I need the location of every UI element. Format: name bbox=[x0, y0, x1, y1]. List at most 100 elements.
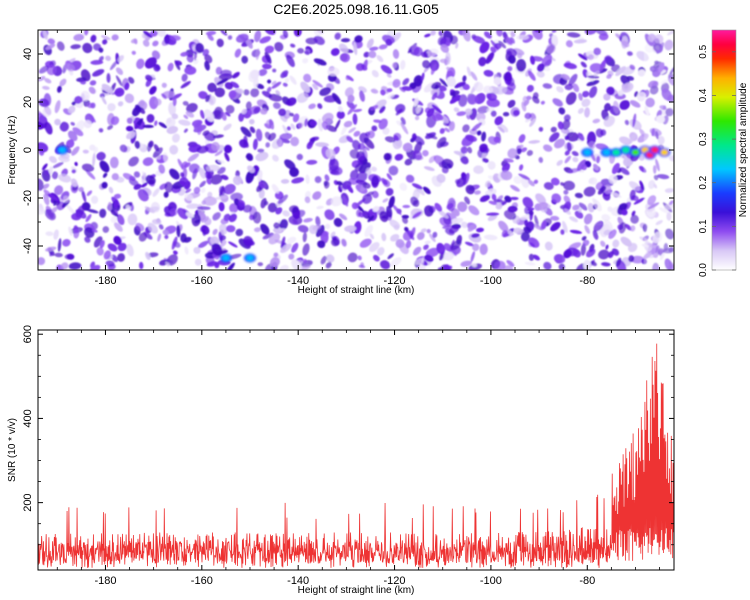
heatmap-cell bbox=[107, 201, 113, 212]
heatmap-cell bbox=[284, 159, 296, 170]
colorbar-tick-label: 0.5 bbox=[698, 44, 709, 58]
heatmap-cell bbox=[308, 224, 318, 235]
heatmap-cell bbox=[72, 127, 84, 137]
heatmap-cell bbox=[453, 107, 460, 113]
heatmap-cell bbox=[542, 83, 553, 89]
heatmap-cell bbox=[411, 183, 423, 190]
heatmap-cell bbox=[423, 205, 434, 217]
heatmap-cell bbox=[304, 196, 311, 204]
heatmap-cell bbox=[296, 92, 309, 103]
heatmap-cell bbox=[423, 244, 429, 250]
heatmap-cell bbox=[432, 231, 438, 238]
heatmap-cell bbox=[51, 206, 58, 213]
heatmap-cell bbox=[158, 122, 168, 129]
heatmap-cell bbox=[109, 60, 118, 71]
heatmap-cell bbox=[110, 210, 119, 217]
heatmap-cell bbox=[370, 88, 379, 94]
heatmap-cell bbox=[498, 220, 509, 232]
heatmap-cell bbox=[66, 139, 75, 149]
heatmap-cell bbox=[371, 70, 379, 78]
heatmap-cell bbox=[101, 83, 114, 94]
heatmap-cell bbox=[245, 169, 255, 184]
heatmap-cell bbox=[309, 120, 318, 127]
heatmap-cell bbox=[331, 238, 340, 247]
heatmap-cell bbox=[321, 231, 329, 237]
heatmap-cell bbox=[284, 77, 290, 83]
heatmap-cell bbox=[207, 82, 217, 93]
heatmap-cell bbox=[282, 30, 289, 39]
heatmap-cell bbox=[181, 73, 188, 82]
heatmap-cell bbox=[51, 171, 59, 180]
heatmap-cell bbox=[138, 107, 146, 114]
heatmap-cell bbox=[624, 119, 630, 126]
heatmap-cell bbox=[581, 98, 591, 107]
heatmap-cell bbox=[198, 91, 208, 100]
heatmap-cell bbox=[113, 235, 122, 245]
heatmap-cell bbox=[235, 33, 249, 43]
heatmap-cell bbox=[484, 180, 491, 188]
heatmap-cell bbox=[141, 172, 147, 184]
heatmap-cell bbox=[404, 158, 413, 166]
heatmap-cell bbox=[312, 191, 322, 200]
heatmap-cell bbox=[172, 97, 177, 107]
heatmap-cell bbox=[518, 164, 524, 171]
heatmap-cell bbox=[196, 145, 209, 154]
heatmap-cell bbox=[167, 62, 174, 72]
heatmap-cell bbox=[430, 30, 436, 36]
heatmap-cell bbox=[245, 38, 253, 49]
heatmap-cell bbox=[272, 68, 277, 73]
heatmap-cell bbox=[316, 205, 324, 210]
heatmap-cell bbox=[280, 243, 292, 253]
heatmap-cell bbox=[56, 41, 65, 51]
heatmap-cell bbox=[410, 196, 420, 207]
heatmap-cell bbox=[448, 226, 460, 234]
heatmap-cell bbox=[306, 159, 318, 165]
heatmap-cell bbox=[185, 212, 195, 218]
colorbar-tick-label: 0.4 bbox=[698, 88, 709, 102]
heatmap-cell bbox=[334, 119, 341, 130]
heatmap-cell bbox=[536, 70, 545, 78]
heatmap-cell bbox=[273, 252, 279, 258]
heatmap-cell bbox=[479, 243, 488, 255]
heatmap-cell bbox=[330, 170, 340, 175]
heatmap-cell bbox=[639, 180, 645, 191]
heatmap-cell bbox=[255, 151, 269, 162]
heatmap-cell bbox=[202, 130, 210, 136]
heatmap-cell bbox=[64, 63, 75, 72]
heatmap-cell bbox=[92, 69, 105, 77]
heatmap-cell bbox=[264, 201, 269, 206]
heatmap-cell bbox=[530, 55, 535, 65]
heatmap-cell bbox=[460, 260, 473, 267]
heatmap-cell bbox=[527, 207, 535, 211]
heatmap-cell bbox=[191, 119, 203, 127]
heatmap-cell bbox=[260, 108, 268, 115]
heatmap-cell bbox=[612, 239, 620, 248]
heatmap-cell bbox=[152, 40, 159, 47]
heatmap-cell bbox=[412, 211, 422, 219]
colorbar-frame bbox=[711, 29, 737, 271]
heatmap-cell bbox=[84, 227, 95, 238]
heatmap-cell bbox=[359, 90, 365, 102]
heatmap-cell bbox=[245, 101, 252, 110]
heatmap-cell bbox=[572, 248, 581, 258]
heatmap-cell bbox=[589, 86, 598, 98]
heatmap-cell bbox=[54, 118, 61, 126]
heatmap-cell bbox=[611, 64, 621, 73]
heatmap-cell bbox=[216, 78, 229, 85]
heatmap-cell bbox=[349, 149, 360, 159]
heatmap-cell bbox=[416, 232, 425, 240]
heatmap-cell bbox=[598, 249, 610, 260]
heatmap-y-label: Frequency (Hz) bbox=[7, 116, 18, 185]
heatmap-cell bbox=[362, 182, 371, 189]
heatmap-cell bbox=[400, 60, 406, 70]
heatmap-cell bbox=[243, 89, 250, 96]
heatmap-cell bbox=[605, 244, 609, 250]
heatmap-cell bbox=[42, 30, 48, 40]
heatmap-cell bbox=[240, 126, 252, 137]
snr-x-tick-label: -140 bbox=[287, 575, 309, 587]
heatmap-cell bbox=[464, 241, 474, 247]
heatmap-cell bbox=[161, 82, 167, 88]
heatmap-cell bbox=[352, 140, 361, 151]
heatmap-cell bbox=[304, 190, 311, 199]
heatmap-cell bbox=[169, 145, 179, 155]
